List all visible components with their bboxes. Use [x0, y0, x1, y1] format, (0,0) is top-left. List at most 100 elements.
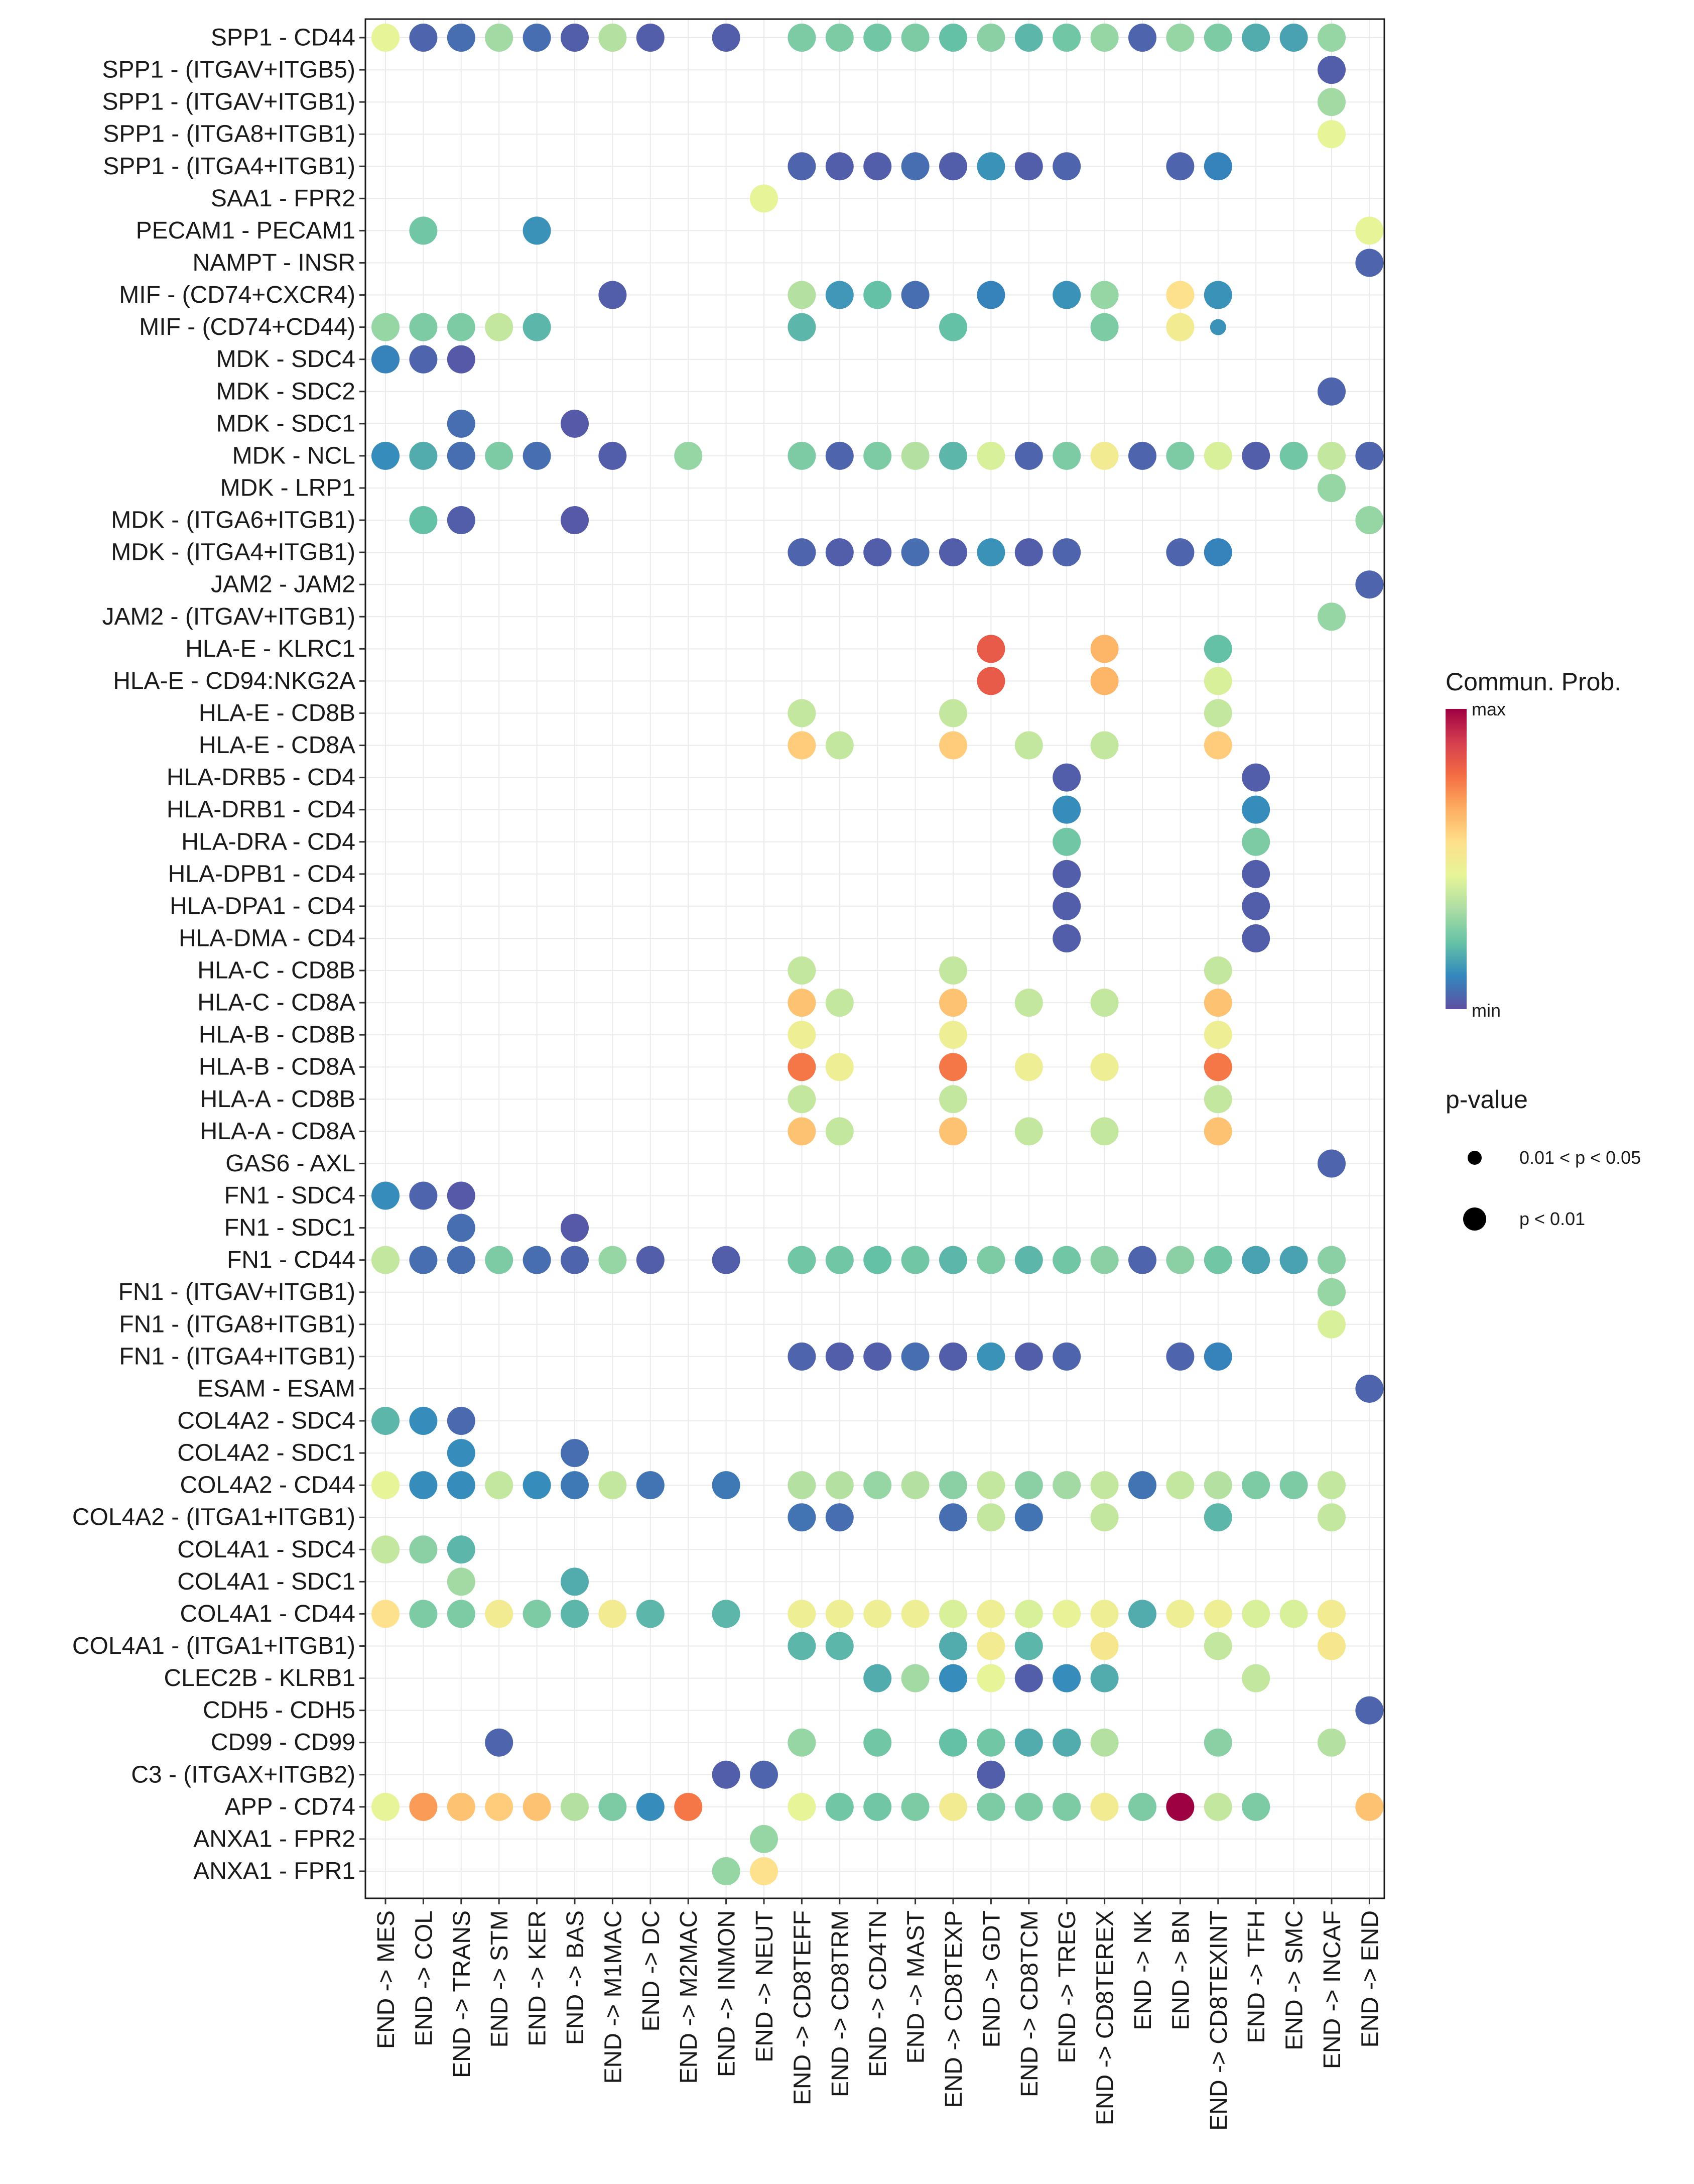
dot-point [1090, 667, 1119, 695]
dot-point [485, 441, 513, 470]
dot-point [712, 1600, 740, 1628]
dot-point [447, 345, 475, 374]
dot-point [1014, 1728, 1043, 1757]
dot-point [788, 956, 816, 985]
dot-point [636, 24, 665, 52]
dot-point [1318, 602, 1346, 631]
dot-point [561, 1246, 589, 1274]
x-tick-label: END -> CD4TN [865, 1910, 891, 2077]
y-tick-label: FN1 - (ITGA8+ITGB1) [119, 1311, 355, 1338]
x-tick-label: END -> BN [1167, 1910, 1194, 2030]
y-tick-label: PECAM1 - PECAM1 [136, 217, 355, 244]
dot-point [977, 1632, 1005, 1660]
dot-point [561, 1567, 589, 1596]
dot-point [977, 281, 1005, 309]
dot-point [788, 24, 816, 52]
dot-point [977, 1471, 1005, 1500]
dot-point [447, 506, 475, 535]
dot-point [1053, 892, 1081, 920]
x-tick-label: END -> INCAF [1319, 1910, 1346, 2069]
dot-point [825, 1342, 854, 1371]
dot-point [636, 1600, 665, 1628]
dot-point [1210, 319, 1226, 335]
dot-point [447, 409, 475, 438]
colorbar-min-label: min [1472, 1000, 1501, 1021]
y-tick-label: SAA1 - FPR2 [211, 185, 355, 212]
dot-point [939, 1471, 967, 1500]
dot-point [825, 1246, 854, 1274]
dot-point [1166, 1471, 1195, 1500]
dot-point [1204, 635, 1232, 663]
y-tick-label: MDK - (ITGA4+ITGB1) [111, 539, 355, 566]
y-tick-label: ANXA1 - FPR2 [193, 1826, 355, 1852]
dot-point [561, 1214, 589, 1242]
dot-point [1053, 763, 1081, 792]
dot-point [788, 313, 816, 341]
dot-point [1242, 24, 1270, 52]
dot-point [939, 1053, 967, 1081]
dot-point [1242, 860, 1270, 888]
dot-point [1279, 1471, 1308, 1500]
dot-point [1053, 860, 1081, 888]
y-axis: SPP1 - CD44 SPP1 - (ITGAV+ITGB5) SPP1 - (I… [72, 25, 365, 1884]
dot-point [409, 1535, 438, 1564]
dot-point [788, 1085, 816, 1114]
dot-point [1318, 1278, 1346, 1306]
dot-point [1090, 1728, 1119, 1757]
dot-point [561, 1439, 589, 1468]
y-tick-label: MIF - (CD74+CD44) [139, 314, 355, 340]
dot-point [447, 441, 475, 470]
y-tick-label: FN1 - (ITGAV+ITGB1) [118, 1279, 356, 1305]
dot-point [939, 1792, 967, 1821]
dot-point [1014, 1053, 1043, 1081]
x-tick-label: END -> STM [486, 1910, 513, 2047]
y-tick-label: HLA-C - CD8B [197, 957, 355, 984]
dot-point [1090, 1664, 1119, 1692]
dot-point [939, 152, 967, 181]
dot-point [1014, 441, 1043, 470]
dot-point [1204, 989, 1232, 1017]
dot-point [712, 1760, 740, 1789]
dot-point [788, 1342, 816, 1371]
dot-point [1014, 24, 1043, 52]
dot-point [1166, 1792, 1195, 1821]
dot-point [409, 345, 438, 374]
dot-point [863, 1792, 892, 1821]
dot-point [1355, 1792, 1384, 1821]
dot-point [409, 1246, 438, 1274]
dot-point [1014, 1503, 1043, 1532]
dot-point [598, 441, 627, 470]
dot-point [1204, 1053, 1232, 1081]
dot-point [901, 1664, 930, 1692]
dot-point [977, 667, 1005, 695]
dot-point [788, 1728, 816, 1757]
x-tick-label: END -> CD8TCM [1016, 1910, 1043, 2097]
y-tick-label: SPP1 - (ITGAV+ITGB1) [102, 89, 355, 115]
dot-point [485, 1246, 513, 1274]
dot-point [1090, 989, 1119, 1017]
dot-point [1204, 1471, 1232, 1500]
dot-point [1166, 1246, 1195, 1274]
dot-point [1318, 24, 1346, 52]
dot-point [447, 313, 475, 341]
size-legend-small-dot [1468, 1151, 1482, 1165]
y-tick-label: MIF - (CD74+CXCR4) [119, 282, 355, 308]
y-tick-label: HLA-E - KLRC1 [185, 636, 355, 662]
y-tick-label: HLA-A - CD8A [200, 1118, 355, 1145]
dot-point [561, 1600, 589, 1628]
dot-point [863, 1728, 892, 1757]
y-tick-label: MDK - LRP1 [220, 474, 355, 501]
dot-point [1204, 1021, 1232, 1049]
dot-point [598, 1471, 627, 1500]
dot-point [485, 1792, 513, 1821]
y-tick-label: HLA-DPB1 - CD4 [168, 861, 355, 887]
dot-point [1279, 441, 1308, 470]
dot-point [1090, 1053, 1119, 1081]
y-tick-label: GAS6 - AXL [225, 1150, 355, 1177]
dot-point [1318, 441, 1346, 470]
dot-point [523, 1792, 551, 1821]
x-tick-label: END -> GDT [978, 1910, 1005, 2047]
dot-point [939, 1664, 967, 1692]
